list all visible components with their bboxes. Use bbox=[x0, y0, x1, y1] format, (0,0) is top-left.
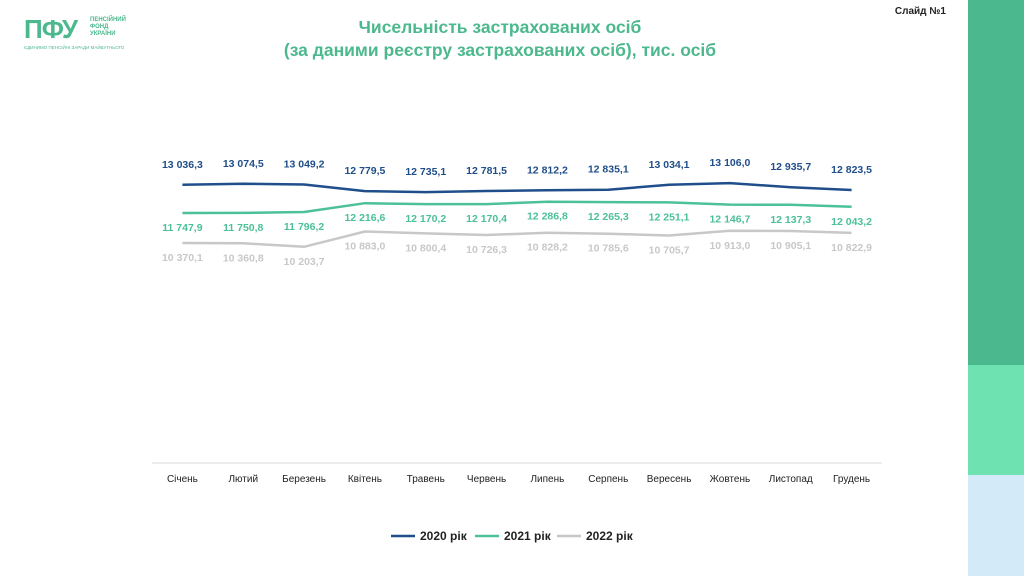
logo-subtitle: ЄДИНИМО ПЕНСІЙНІ ЗАРАДИ МАЙБУТНЬОГО bbox=[24, 45, 125, 50]
x-tick-label: Грудень bbox=[833, 474, 870, 485]
data-label: 13 034,1 bbox=[649, 159, 690, 171]
data-label: 10 822,9 bbox=[831, 242, 872, 254]
data-label: 12 835,1 bbox=[588, 164, 629, 176]
legend-label: 2021 рік bbox=[504, 529, 552, 543]
data-label: 12 146,7 bbox=[709, 214, 750, 226]
data-label: 10 883,0 bbox=[344, 241, 385, 253]
x-tick-label: Червень bbox=[467, 474, 506, 485]
data-label: 12 781,5 bbox=[466, 165, 507, 177]
data-label: 11 747,9 bbox=[162, 222, 202, 234]
data-label: 10 726,3 bbox=[466, 244, 507, 256]
data-label: 12 170,2 bbox=[405, 213, 446, 225]
x-tick-label: Березень bbox=[282, 474, 326, 485]
data-label: 11 796,2 bbox=[284, 221, 324, 233]
data-label: 12 170,4 bbox=[466, 213, 507, 225]
legend-label: 2020 рік bbox=[420, 529, 468, 543]
data-label: 13 106,0 bbox=[709, 157, 750, 169]
data-label: 12 137,3 bbox=[770, 214, 811, 226]
data-label: 10 203,7 bbox=[284, 256, 325, 268]
x-tick-label: Липень bbox=[530, 474, 564, 485]
logo-text: ПЕНСІЙНИЙ ФОНД УКРАЇНИ bbox=[90, 17, 126, 37]
data-label: 12 286,8 bbox=[527, 211, 568, 223]
legend-label: 2022 рік bbox=[586, 529, 634, 543]
data-label: 12 823,5 bbox=[831, 164, 872, 176]
chart-title: Чисельність застрахованих осіб (за даним… bbox=[200, 16, 800, 62]
data-label: 12 216,6 bbox=[344, 212, 385, 224]
decor-band-bottom bbox=[968, 475, 1024, 576]
data-label: 10 360,8 bbox=[223, 252, 264, 264]
series-line-2021-рік bbox=[182, 200, 852, 215]
data-label: 12 812,2 bbox=[527, 164, 568, 176]
data-label: 10 705,7 bbox=[649, 244, 690, 256]
decor-band-top bbox=[968, 0, 1024, 365]
data-label: 11 750,8 bbox=[223, 222, 263, 234]
data-label: 12 935,7 bbox=[770, 161, 811, 173]
data-label: 10 800,4 bbox=[405, 242, 446, 254]
series-line-2022-рік bbox=[182, 229, 852, 249]
data-label: 13 074,5 bbox=[223, 158, 264, 170]
series-line-2020-рік bbox=[182, 181, 852, 194]
x-tick-label: Жовтень bbox=[710, 474, 751, 485]
data-label: 12 779,5 bbox=[344, 165, 385, 177]
chart-title-line2: (за даними реєстру застрахованих осіб), … bbox=[283, 40, 717, 60]
x-tick-label: Серпень bbox=[588, 474, 628, 485]
slide-number: Слайд №1 bbox=[894, 6, 946, 17]
data-label: 10 785,6 bbox=[588, 243, 629, 255]
data-label: 10 828,2 bbox=[527, 242, 568, 254]
pfu-logo: ПФУ ПЕНСІЙНИЙ ФОНД УКРАЇНИ ЄДИНИМО ПЕНСІ… bbox=[24, 14, 144, 54]
data-label: 12 251,1 bbox=[649, 211, 690, 223]
x-tick-label: Вересень bbox=[647, 474, 692, 485]
data-label: 12 265,3 bbox=[588, 211, 629, 223]
x-tick-label: Листопад bbox=[769, 474, 813, 485]
chart-title-line1: Чисельність застрахованих осіб bbox=[358, 17, 642, 37]
x-tick-label: Травень bbox=[407, 474, 445, 485]
data-label: 12 735,1 bbox=[405, 166, 446, 178]
x-tick-label: Квітень bbox=[348, 474, 382, 485]
data-label: 13 049,2 bbox=[284, 158, 325, 170]
data-label: 10 913,0 bbox=[709, 240, 750, 252]
decor-band-middle bbox=[968, 365, 1024, 475]
logo-mark: ПФУ bbox=[24, 14, 78, 44]
data-label: 10 370,1 bbox=[162, 252, 203, 264]
data-label: 13 036,3 bbox=[162, 159, 203, 171]
data-label: 10 905,1 bbox=[770, 240, 811, 252]
x-tick-label: Січень bbox=[167, 474, 198, 485]
data-label: 12 043,2 bbox=[831, 216, 872, 228]
x-tick-label: Лютий bbox=[228, 474, 258, 485]
